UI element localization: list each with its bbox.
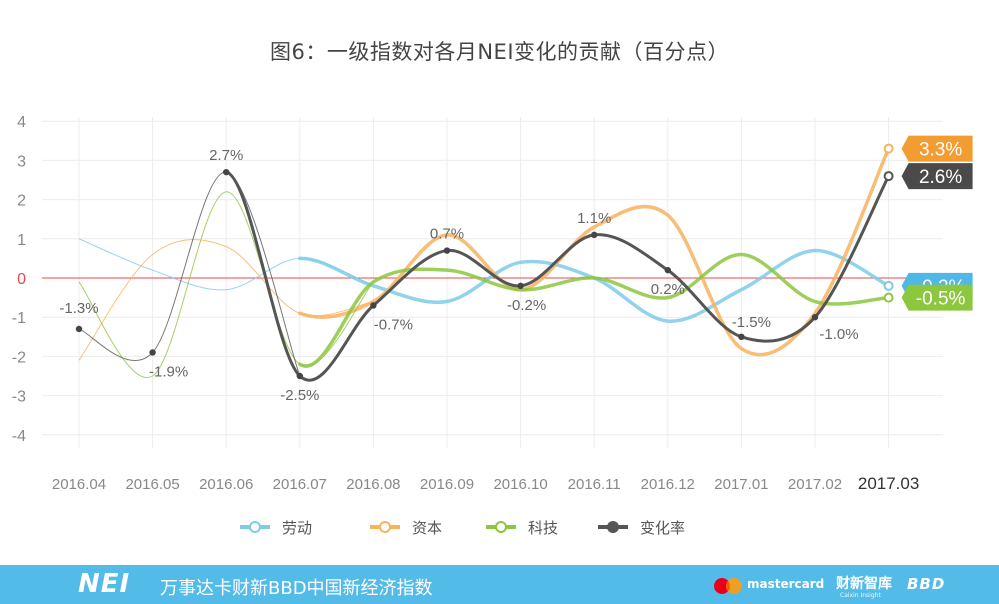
x-tick-label: 2016.05 [125,476,179,493]
change-rate-point [223,168,230,176]
x-tick-label: 2016.09 [420,476,474,493]
y-tick-label: -3 [12,389,26,406]
end-label-text: -0.5% [916,289,966,310]
data-label: 2.7% [209,147,243,164]
change-rate-point [443,247,451,254]
x-tick-label: 2017.03 [858,474,919,493]
change-rate-point [149,349,156,356]
end-label-capital: 3.3% [901,135,973,162]
data-label: 0.2% [651,281,685,298]
change-rate-point [517,282,524,290]
legend-swatch-marker [379,521,391,533]
legend-item-change-rate: 变化率 [598,519,685,537]
change-rate-point [296,372,303,380]
change-rate-line-early [78,171,301,377]
index-name: 万事达卡财新BBD中国新经济指数 [160,578,433,599]
end-label-tag [901,284,973,311]
data-label: -1.0% [819,326,858,343]
x-tick-label: 2016.12 [641,476,695,493]
change-rate-point [591,231,598,239]
legend-swatch-marker [607,521,619,533]
caixin-insight-logo: 财新智库 [836,576,892,592]
data-label: -1.5% [732,314,771,331]
mastercard-text: mastercard [747,577,825,591]
end-label-tag [901,163,973,190]
technology-end-marker [883,292,894,303]
x-tick-label: 2017.02 [788,476,842,493]
legend-label: 劳动 [282,519,312,537]
x-tick-label: 2016.08 [346,476,400,493]
data-label: -1.3% [59,300,98,317]
change-rate-point [75,325,83,333]
y-tick-label: 4 [17,114,26,131]
end-label-change-rate: 2.6% [901,163,973,190]
end-label-technology: -0.5% [901,284,973,311]
data-label: -0.7% [374,316,413,333]
change-rate-end-marker [883,171,894,182]
data-label: -2.5% [280,387,319,404]
bbd-logo: BBD [907,575,946,593]
x-tick-label: 2017.01 [714,476,768,493]
y-tick-label: -1 [12,310,26,327]
end-label-text: 3.3% [919,140,962,161]
technology-line [298,252,891,368]
data-label: 1.1% [577,210,611,227]
y-tick-label: -2 [12,349,26,366]
legend-label: 变化率 [640,519,685,537]
nei-logo: NEI [78,569,131,599]
legend-label: 科技 [528,519,558,537]
x-tick-label: 2016.11 [568,476,621,493]
legend-swatch-marker [249,521,261,533]
y-tick-label: 3 [17,153,26,170]
footer-bar: NEI 万事达卡财新BBD中国新经济指数 mastercard 财新智库 Cai… [0,565,999,604]
change-rate-point [664,266,671,274]
line-chart: 4 3 2 1 0 -1 -2 -3 -4 2016.04 2016.05 2016.06 2016.0… [12,114,973,537]
y-tick-label: 0 [17,271,26,288]
change-rate-point [738,333,745,340]
y-tick-label: -4 [12,428,26,445]
capital-line [298,146,891,357]
mastercard-logo-icon [714,578,742,594]
change-rate-line [224,170,891,382]
x-tick-label: 2016.10 [493,476,547,493]
capital-end-marker [883,143,894,154]
data-label: -0.2% [507,297,546,314]
legend-item-labor: 劳动 [240,519,312,537]
legend-swatch-marker [495,521,507,533]
y-tick-label: 1 [17,232,26,249]
legend-label: 资本 [412,519,442,537]
y-tick-label: 2 [17,193,26,210]
end-label-text: 2.6% [919,167,962,188]
legend-item-technology: 科技 [486,519,558,537]
end-label-tag [901,135,973,162]
data-label: 0.7% [430,226,464,243]
change-rate-point [811,314,819,321]
data-label: -1.9% [149,363,188,380]
x-tick-label: 2016.07 [273,476,327,493]
change-rate-point [370,302,377,309]
labor-end-marker [883,280,894,291]
legend-item-capital: 资本 [370,519,442,537]
x-tick-label: 2016.06 [199,476,253,493]
chart-title: 图6：一级指数对各月NEI变化的贡献（百分点） [269,40,730,64]
caixin-insight-subtitle: Caixin Insight [840,592,881,599]
x-tick-label: 2016.04 [52,476,106,493]
